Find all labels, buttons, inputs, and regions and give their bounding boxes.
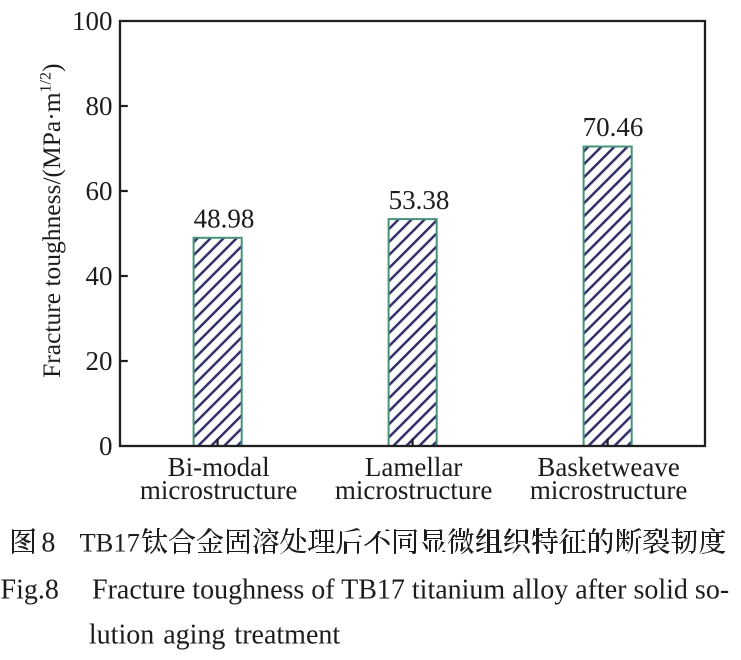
svg-text:40: 40 — [86, 261, 113, 291]
svg-text:Lamellar: Lamellar — [365, 452, 462, 482]
svg-text:Fracture toughness of TB17 tit: Fracture toughness of TB17 titanium allo… — [92, 575, 729, 606]
svg-text:8: 8 — [41, 528, 55, 559]
svg-text:48.98: 48.98 — [194, 204, 255, 234]
svg-text:lution aging treatment: lution aging treatment — [89, 620, 340, 651]
svg-text:Bi-modal: Bi-modal — [168, 452, 270, 482]
svg-text:53.38: 53.38 — [389, 185, 450, 215]
svg-text:100: 100 — [72, 6, 113, 36]
svg-text:TB17: TB17 — [80, 528, 140, 558]
svg-text:microstructure: microstructure — [140, 475, 297, 505]
svg-text:70.46: 70.46 — [583, 112, 644, 142]
svg-text:Fig.8: Fig.8 — [1, 575, 59, 606]
svg-text:60: 60 — [86, 176, 113, 206]
svg-text:80: 80 — [86, 91, 113, 121]
svg-text:Basketweave: Basketweave — [537, 452, 679, 482]
svg-text:microstructure: microstructure — [335, 475, 492, 505]
svg-text:20: 20 — [86, 346, 113, 376]
svg-text:0: 0 — [99, 431, 113, 461]
svg-text:microstructure: microstructure — [530, 475, 687, 505]
svg-text:Fracture toughness/(MPa·m1/2): Fracture toughness/(MPa·m1/2) — [37, 64, 66, 378]
